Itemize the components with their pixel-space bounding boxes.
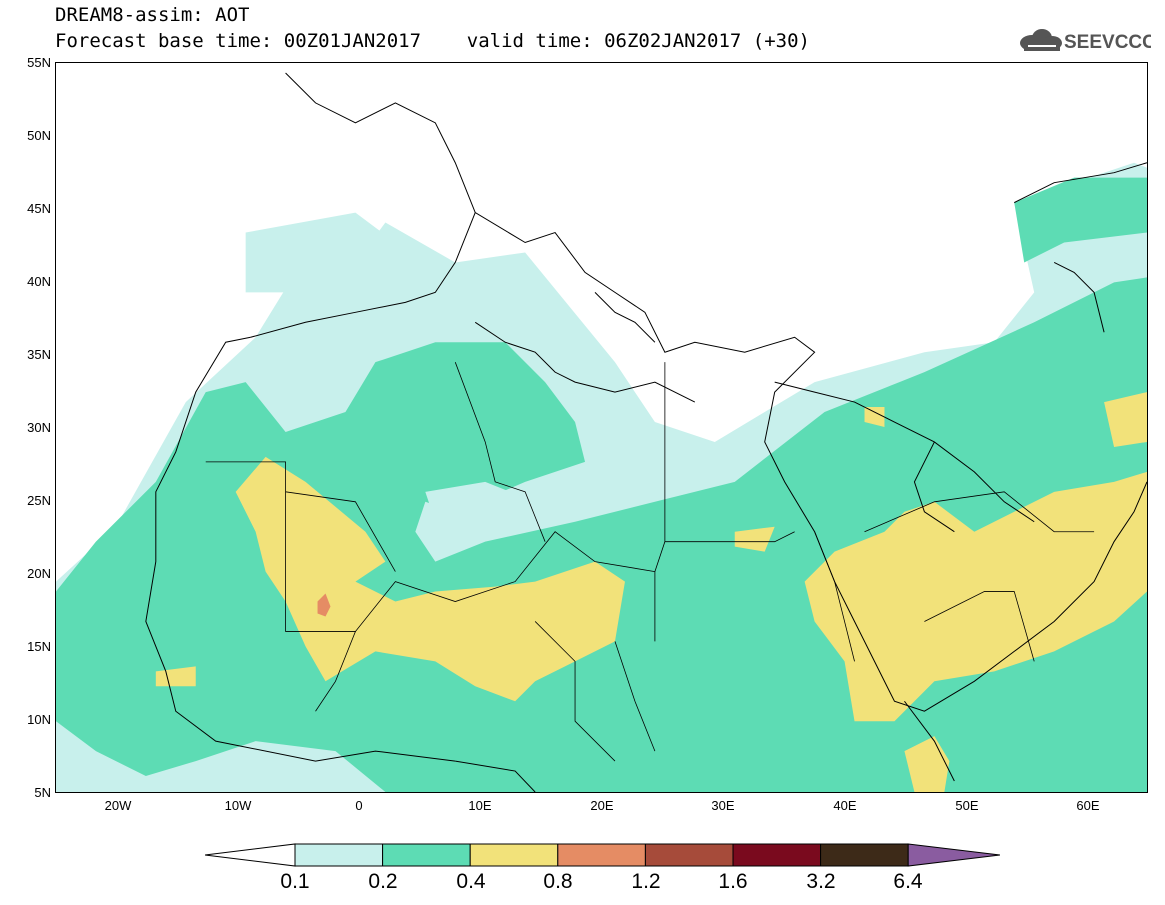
lat-label: 5N <box>34 785 51 800</box>
lon-label: 30E <box>711 798 735 813</box>
colorbar-above-arrow <box>907 843 1000 867</box>
colorbar-segment <box>469 843 559 867</box>
colorbar-segment <box>732 843 822 867</box>
aot-0.8-region <box>317 593 331 617</box>
lon-label: 10W <box>224 798 252 813</box>
aot-0.4-region <box>235 456 625 702</box>
lat-label: 35N <box>27 347 51 362</box>
lat-label: 20N <box>27 566 51 581</box>
colorbar-label: 1.2 <box>631 870 661 893</box>
colorbar-segment <box>820 843 909 867</box>
lon-label: 10E <box>468 798 492 813</box>
lat-label: 50N <box>27 128 51 143</box>
colorbar-label: 0.4 <box>456 870 486 893</box>
lat-label: 30N <box>27 420 51 435</box>
colorbar-segment <box>294 843 384 867</box>
colorbar-label: 0.2 <box>368 870 398 893</box>
country-borders <box>205 362 1095 762</box>
colorbar <box>205 843 1000 867</box>
lon-label: 40E <box>833 798 857 813</box>
coastlines <box>145 72 1147 792</box>
colorbar-label: 3.2 <box>806 870 836 893</box>
lon-label: 50E <box>955 798 979 813</box>
lat-label: 45N <box>27 201 51 216</box>
lon-label: 0 <box>355 798 363 813</box>
aot-map <box>55 62 1148 793</box>
cloud-icon <box>1020 29 1062 51</box>
colorbar-segment <box>382 843 471 867</box>
colorbar-label: 0.8 <box>543 870 573 893</box>
forecast-time-subtitle: Forecast base time: 00Z01JAN2017 valid t… <box>55 30 810 52</box>
colorbar-label: 6.4 <box>893 870 923 893</box>
colorbar-segment <box>557 843 646 867</box>
logo-text: SEEVCCC <box>1064 32 1151 53</box>
lon-label: 20W <box>104 798 132 813</box>
colorbar-segment <box>644 843 734 867</box>
lat-label: 55N <box>27 55 51 70</box>
lon-label: 20E <box>590 798 614 813</box>
colorbar-label: 0.1 <box>280 870 310 893</box>
lat-label: 40N <box>27 274 51 289</box>
lon-label: 60E <box>1076 798 1100 813</box>
lat-label: 10N <box>27 712 51 727</box>
colorbar-below-arrow <box>205 843 296 867</box>
colorbar-label: 1.6 <box>718 870 748 893</box>
lat-label: 25N <box>27 493 51 508</box>
lat-label: 15N <box>27 639 51 654</box>
seevccc-logo: SEEVCCC <box>1020 29 1151 53</box>
map-title: DREAM8-assim: AOT <box>55 4 250 26</box>
